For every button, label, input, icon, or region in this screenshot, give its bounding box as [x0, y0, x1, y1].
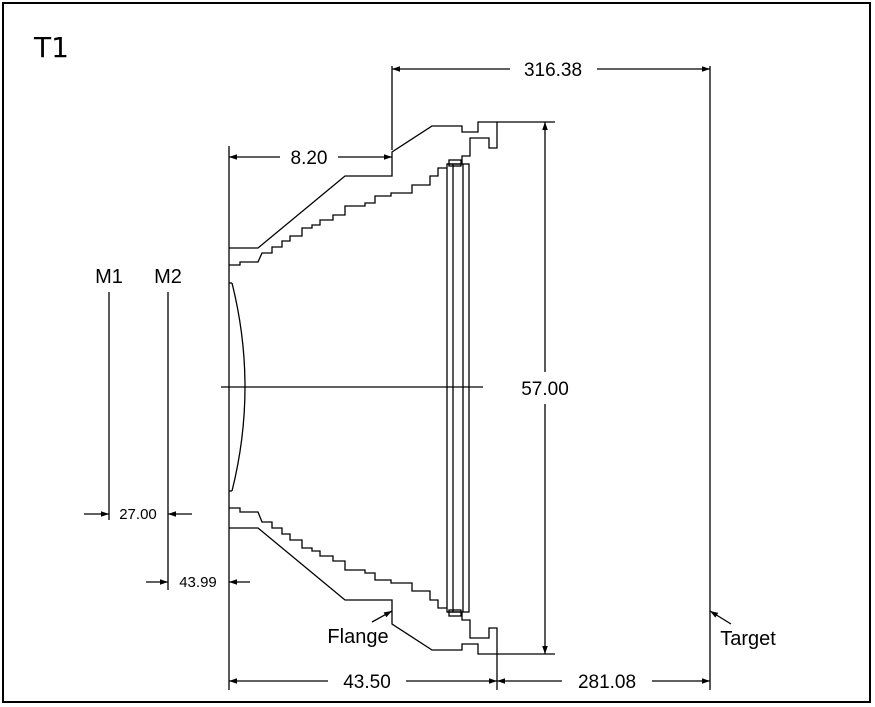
dim-bottom-right: 281.08 — [578, 672, 636, 693]
m2-label: M2 — [154, 266, 182, 288]
dim-m1-m2: 27.00 — [119, 506, 157, 523]
target-label: Target — [720, 628, 776, 650]
dim-bottom-left: 43.50 — [343, 672, 391, 693]
dim-m2-lens: 43.99 — [179, 574, 217, 591]
lens-curve — [231, 282, 246, 492]
dim-top-left: 8.20 — [291, 148, 328, 169]
dim-height: 57.00 — [521, 379, 569, 400]
m1-label: M1 — [95, 266, 123, 288]
dim-top-total: 316.38 — [524, 60, 582, 81]
lens-steps-lower — [229, 507, 447, 609]
flange-label: Flange — [327, 626, 388, 648]
drawing-title: T1 — [33, 31, 69, 64]
rear-window — [446, 163, 470, 613]
lens-steps-upper — [229, 167, 447, 266]
lens-housing-lower — [229, 527, 498, 655]
lens-housing-upper — [229, 121, 498, 249]
